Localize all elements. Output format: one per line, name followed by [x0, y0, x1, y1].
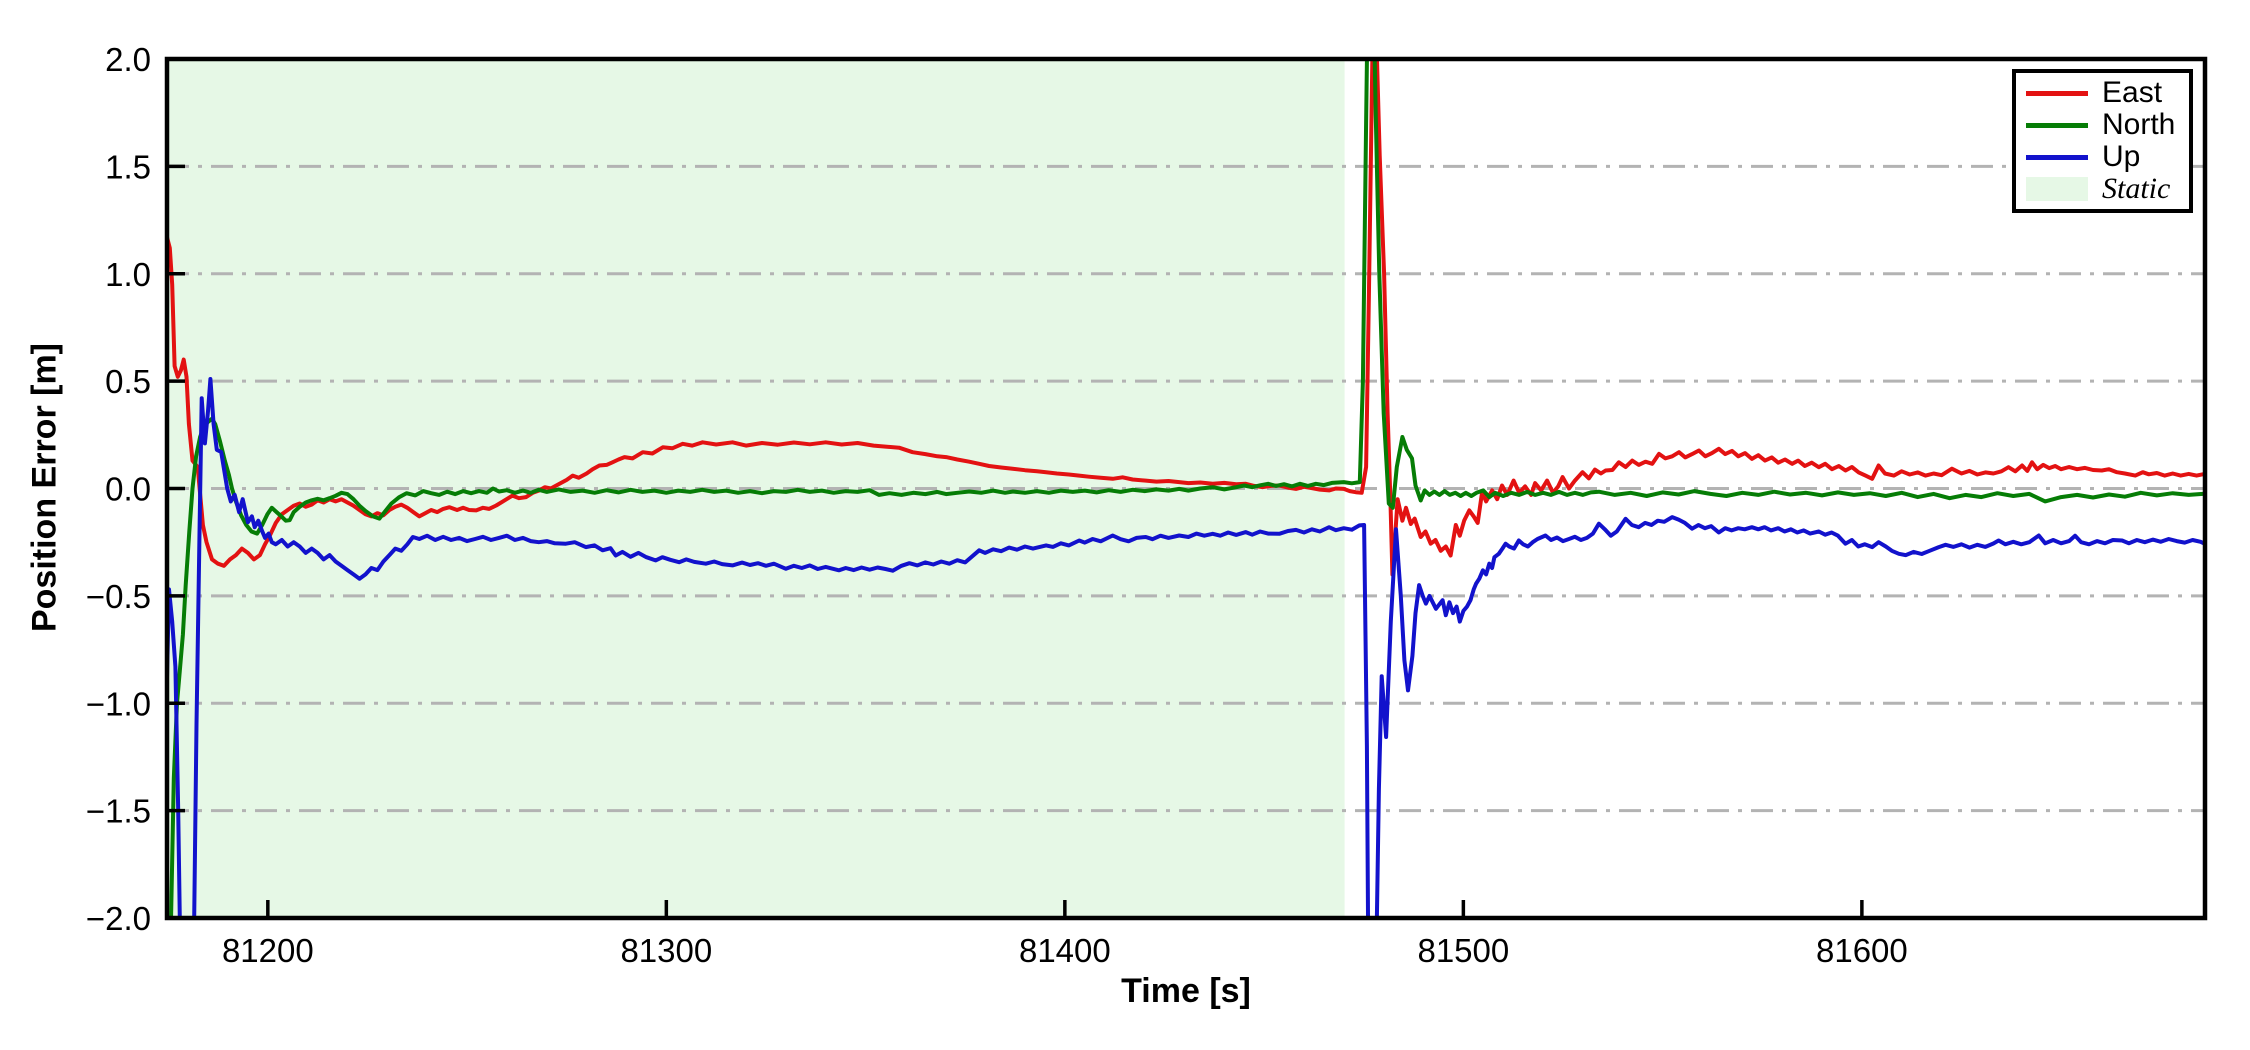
y-tick-label: −0.5: [86, 578, 151, 615]
x-tick-label: 81400: [1019, 932, 1111, 969]
legend-item-north: North: [2026, 109, 2179, 141]
legend-item-up: Up: [2026, 141, 2179, 173]
y-tick-label: 2.0: [105, 41, 151, 78]
legend-label-north: North: [2102, 108, 2176, 141]
y-tick-label: 1.5: [105, 148, 151, 185]
legend-item-east: East: [2026, 77, 2179, 109]
x-axis-label: Time [s]: [1121, 972, 1251, 1010]
legend-label-static: Static: [2102, 172, 2171, 205]
up-line-swatch: [2026, 154, 2088, 160]
y-tick-label: 1.0: [105, 256, 151, 293]
legend-item-static: Static: [2026, 173, 2179, 205]
y-tick-label: 0.0: [105, 471, 151, 508]
x-tick-label: 81500: [1417, 932, 1509, 969]
legend-label-east: East: [2102, 76, 2163, 109]
y-tick-label: 0.5: [105, 363, 151, 400]
x-tick-label: 81600: [1816, 932, 1908, 969]
series-east: [167, 59, 2205, 577]
legend: East North Up Static: [2012, 69, 2193, 213]
east-line-swatch: [2026, 90, 2088, 96]
y-tick-label: −2.0: [86, 900, 151, 937]
series-up: [167, 377, 2205, 918]
north-line-swatch: [2026, 122, 2088, 128]
static-patch-swatch: [2026, 177, 2088, 201]
x-tick-label: 81300: [620, 932, 712, 969]
y-tick-label: −1.5: [86, 793, 151, 830]
series-north: [169, 59, 2205, 918]
legend-label-up: Up: [2102, 140, 2141, 173]
x-tick-label: 81200: [222, 932, 314, 969]
x-axis-label-wrap: Time [s]: [167, 972, 2205, 1011]
y-tick-label: −1.0: [86, 685, 151, 722]
y-axis-label-wrap: Position Error [m]: [26, 208, 65, 768]
y-axis-label: Position Error [m]: [25, 342, 64, 633]
